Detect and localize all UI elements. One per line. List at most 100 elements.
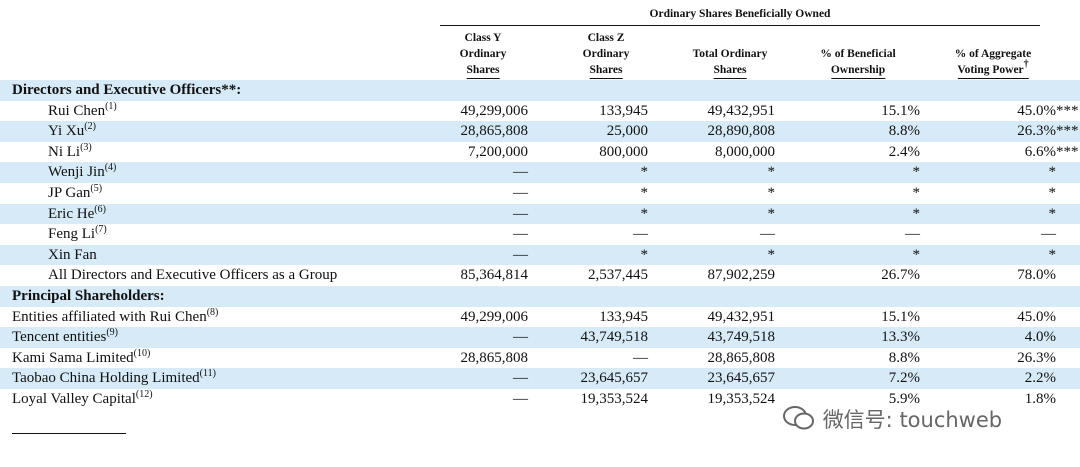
header-line: Shares [583, 62, 630, 79]
header-text: % of Aggregate [954, 48, 1032, 60]
cell: 2,537,445 [588, 267, 648, 284]
header-text: Shares [466, 62, 500, 79]
cell: 15.1% [881, 308, 920, 325]
table-row: Feng Li(7) — — — — — [0, 224, 1080, 245]
cell: 13.3% [881, 329, 920, 346]
table-row: Eric He(6) — * * * * [0, 203, 1080, 225]
cell: * [640, 185, 649, 201]
cell: 45.0% [1017, 102, 1056, 119]
cell: — [513, 164, 528, 181]
cell: 15.1% [881, 102, 920, 119]
cell: 43,749,518 [580, 329, 649, 346]
cell: * [912, 246, 921, 263]
cell: 49,432,951 [707, 308, 776, 325]
header-text: Ordinary [459, 48, 507, 60]
cell: 25,000 [606, 123, 648, 140]
footnote-ref: (8) [206, 306, 219, 318]
row-label: Xin Fan [48, 246, 97, 265]
footnote-ref: (4) [104, 162, 117, 174]
cell: — [513, 185, 528, 201]
group-rule [440, 25, 1040, 26]
cell: * [912, 164, 921, 181]
section-header: Directors and Executive Officers**: [12, 82, 242, 98]
cell-suffix: *** [1056, 102, 1079, 119]
row-label: Eric He(6) [48, 203, 106, 224]
header-line: Ownership [820, 62, 895, 79]
table-row: Rui Chen(1) 49,299,006 133,945 49,432,951 15… [0, 101, 1080, 122]
cell: — [633, 226, 648, 243]
table-row: All Directors and Executive Officers as … [0, 265, 1080, 286]
cell: * [1048, 164, 1057, 181]
footnote-ref: (6) [94, 203, 106, 215]
row-label: JP Gan(5) [48, 184, 102, 203]
header-text: Class Y [464, 32, 502, 44]
cell: 133,945 [599, 102, 648, 119]
name: Rui Chen [48, 102, 106, 119]
row-label: Kami Sama Limited(10) [12, 348, 150, 368]
header-line: % of Beneficial [820, 46, 895, 62]
name: Eric He [48, 205, 95, 222]
cell: 28,890,808 [707, 123, 776, 140]
cell: 7.2% [888, 370, 920, 387]
wechat-icon [783, 406, 814, 430]
header-line: Shares [693, 62, 768, 79]
column-header: Class Y Ordinary Shares [460, 30, 507, 79]
cell: 45.0% [1017, 308, 1056, 325]
cell: * [640, 205, 649, 222]
cell: 26.3% [1017, 123, 1056, 140]
cell: — [513, 329, 528, 346]
cell: — [513, 246, 528, 263]
cell: 28,865,808 [460, 349, 529, 366]
cell: 87,902,259 [707, 267, 776, 284]
footnote-ref: (5) [90, 183, 103, 194]
header-text: Shares [589, 62, 623, 79]
cell: 28,865,808 [460, 123, 529, 140]
group-title: Ordinary Shares Beneficially Owned [649, 8, 831, 20]
table-row: Entities affiliated with Rui Chen(8) 49,2… [0, 307, 1080, 328]
cell: * [1048, 185, 1057, 201]
cell: 49,432,951 [707, 102, 776, 119]
row-label: Wenji Jin(4) [48, 163, 116, 182]
name: Yi Xu [48, 123, 85, 140]
header-text: Class Z [587, 32, 625, 44]
cell: 19,353,524 [580, 391, 649, 407]
header-line: % of Aggregate [955, 46, 1031, 62]
section-header: Principal Shareholders: [12, 288, 165, 304]
cell: 5.9% [888, 391, 920, 407]
cell: — [513, 226, 528, 243]
row-label: Ni Li(3) [48, 141, 92, 162]
cell: — [1041, 226, 1056, 243]
header-line: Ordinary [460, 46, 507, 62]
name: JP Gan [48, 185, 91, 201]
footnote-ref: (3) [80, 141, 92, 153]
cell: 8.8% [888, 123, 920, 140]
watermark: 微信号: touchweb [782, 404, 1002, 434]
cell: 49,299,006 [460, 308, 529, 325]
table-row: Wenji Jin(4) — * * * * [0, 162, 1080, 183]
row-label: Tencent entities(9) [12, 328, 118, 347]
name: Loyal Valley Capital [12, 391, 136, 407]
header-text: Voting Power† [957, 60, 1029, 79]
footnote-ref: (2) [84, 121, 96, 133]
header-line: Class Y [460, 30, 507, 46]
name: Entities affiliated with Rui Chen [12, 308, 207, 325]
cell: * [767, 164, 776, 181]
footnote-ref: (11) [199, 368, 216, 380]
row-label: Rui Chen(1) [48, 101, 117, 121]
cell: * [767, 246, 776, 263]
footnote-rule [12, 433, 126, 434]
cell: — [905, 226, 920, 243]
name: All Directors and Executive Officers as … [48, 267, 338, 284]
name: Kami Sama Limited [12, 349, 134, 366]
row-label: Feng Li(7) [48, 225, 107, 244]
cell: 49,299,006 [460, 102, 529, 119]
header-text: % of Beneficial [820, 48, 896, 60]
cell: 4.0% [1024, 329, 1056, 346]
table-row: Directors and Executive Officers**: [0, 80, 1080, 101]
column-header: Class Z Ordinary Shares [583, 30, 630, 79]
cell-suffix: *** [1056, 143, 1079, 160]
cell: * [1048, 246, 1057, 263]
cell: 43,749,518 [707, 329, 776, 346]
table-row: Taobao China Holding Limited(11) — 23,645,… [0, 368, 1080, 389]
name: Taobao China Holding Limited [12, 370, 200, 387]
